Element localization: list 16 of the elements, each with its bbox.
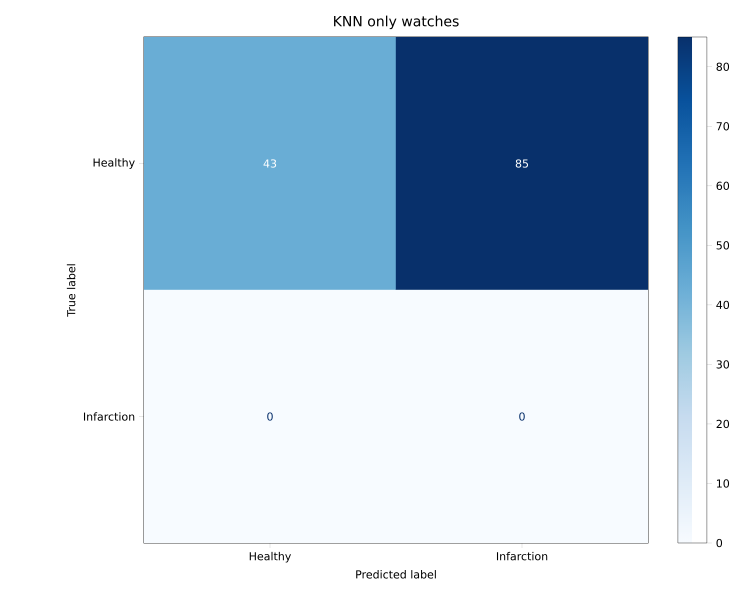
chart-title: KNN only watches bbox=[334, 16, 459, 30]
color-bar-label: 0 bbox=[716, 538, 722, 548]
x-axis-title: Predicted label bbox=[356, 570, 436, 579]
color-bar-label: 20 bbox=[716, 420, 730, 428]
data-label: 85 bbox=[516, 159, 528, 168]
color-bar-label: 80 bbox=[716, 62, 730, 71]
color-bar-label: 30 bbox=[716, 360, 730, 369]
color-bar-label: 70 bbox=[716, 122, 730, 130]
color-bar-label: 60 bbox=[716, 182, 730, 190]
color-bar-label: 40 bbox=[716, 300, 730, 310]
data-label: 43 bbox=[264, 159, 276, 168]
data-label: 0 bbox=[519, 412, 525, 421]
color-bar-label: 50 bbox=[716, 241, 730, 250]
data-label: 0 bbox=[267, 412, 273, 421]
color-bar-label: 10 bbox=[716, 479, 730, 488]
y-axis-title: True label bbox=[66, 264, 76, 317]
